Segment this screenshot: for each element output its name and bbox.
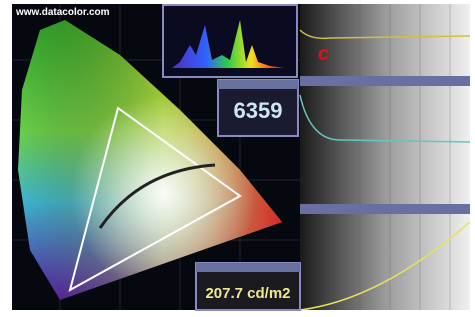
screenshot: www.datacolor.com c 6359 207.7 cd/m2 (0, 0, 475, 317)
window-titlebar (196, 263, 300, 272)
luminance-value: 207.7 cd/m2 (205, 285, 290, 302)
cct-value: 6359 (234, 98, 283, 123)
window-titlebar (300, 204, 470, 214)
logo: c (318, 43, 329, 65)
page: www.datacolor.com c 6359 207.7 cd/m2 (()… (0, 0, 475, 317)
window-titlebar (300, 76, 470, 86)
window-titlebar (218, 80, 298, 89)
url-text: www.datacolor.com (15, 7, 110, 18)
